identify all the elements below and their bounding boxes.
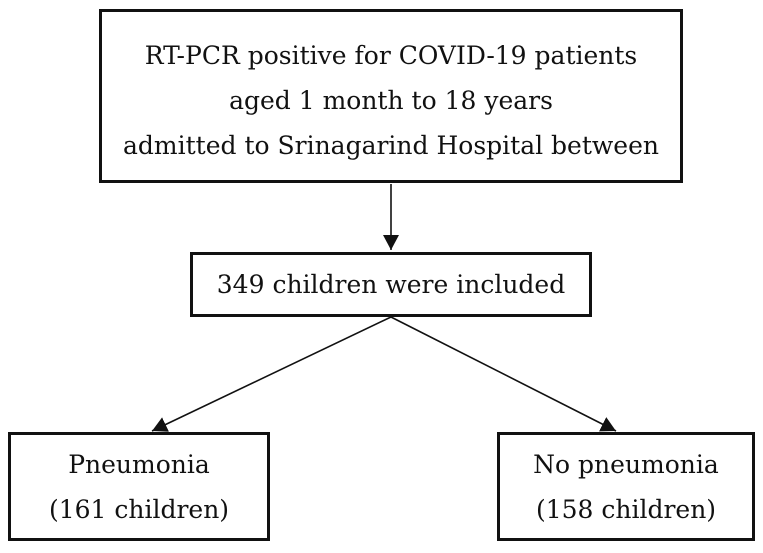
node-text-line: (158 children) (535, 494, 717, 524)
arrow-included-to-pneumonia (151, 316, 392, 432)
node-text-line: No pneumonia (533, 449, 719, 479)
flow-node-no-pneumonia: No pneumonia (158 children) (497, 432, 755, 541)
node-text-line: Pneumonia (68, 449, 210, 479)
node-text-line: (161 children) (48, 494, 230, 524)
node-text-line: admitted to Srinagarind Hospital between (123, 130, 659, 160)
node-text-line: RT-PCR positive for COVID-19 patients (144, 40, 638, 70)
flow-node-pneumonia: Pneumonia (161 children) (8, 432, 270, 541)
node-text-line: aged 1 month to 18 years (229, 85, 553, 115)
flow-node-included: 349 children were included (190, 252, 592, 317)
node-text-line: 349 children were included (216, 270, 566, 299)
arrow-included-to-no-pneumonia (390, 316, 617, 432)
flow-node-population: RT-PCR positive for COVID-19 patients ag… (99, 9, 683, 183)
